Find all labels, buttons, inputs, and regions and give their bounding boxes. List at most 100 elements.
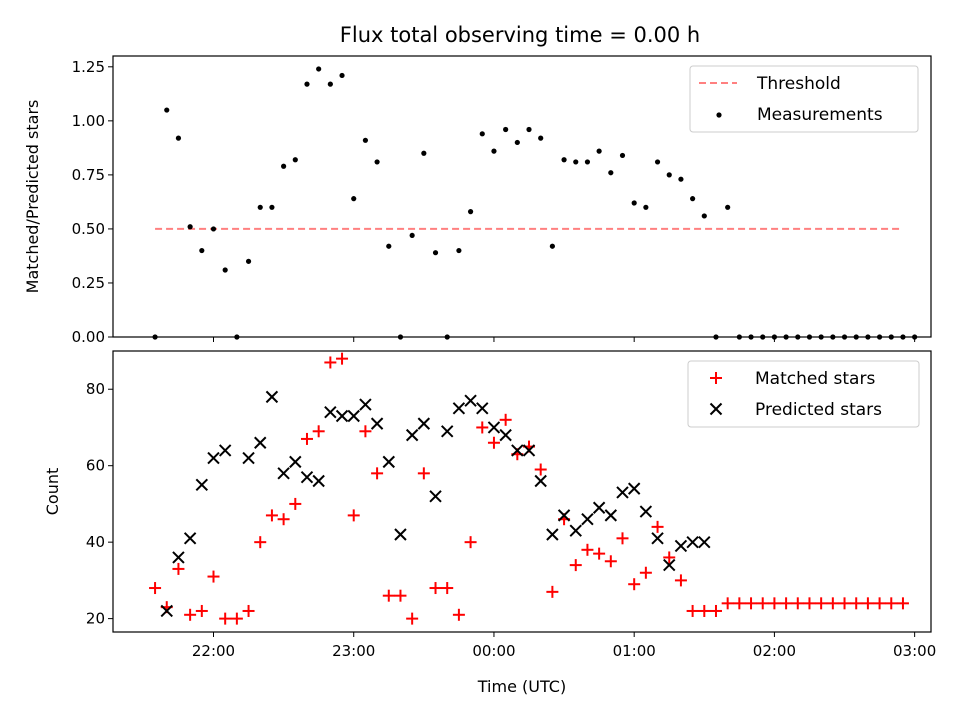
predicted-star-point [569, 524, 582, 537]
predicted-star-point [581, 513, 594, 526]
predicted-star-point [546, 528, 559, 541]
bottom-legend: Matched stars Predicted stars [687, 360, 920, 428]
predicted-star-point [394, 528, 407, 541]
predicted-star-point [347, 409, 360, 423]
predicted-star-point [698, 535, 711, 549]
predicted-star-point [476, 402, 489, 415]
y-tick-label: 1.25 [72, 58, 105, 76]
measurement-point [245, 258, 252, 264]
predicted-star-point [604, 509, 618, 522]
matched-star-point [674, 574, 687, 587]
matched-star-point [733, 597, 746, 610]
matched-star-point [382, 589, 395, 602]
predicted-star-point [359, 398, 372, 411]
measurement-point [164, 107, 170, 113]
matched-star-point [242, 604, 255, 617]
predicted-star-point [511, 444, 524, 457]
matched-star-point [534, 463, 547, 476]
legend-matched-label: Matched stars [755, 369, 875, 389]
measurement-point [304, 81, 310, 87]
measurement-point [421, 150, 427, 156]
matched-star-point [850, 597, 863, 610]
measurement-point [549, 243, 555, 249]
measurement-point [584, 159, 591, 165]
predicted-star-point [218, 444, 232, 457]
measurement-point [467, 209, 474, 215]
measurement-point [479, 131, 485, 137]
predicted-star-point [663, 558, 676, 572]
matched-star-point [791, 597, 804, 610]
measurement-point [339, 72, 345, 79]
matched-star-point [569, 559, 582, 572]
predicted-star-point [289, 455, 302, 469]
measurement-point [292, 157, 298, 163]
predicted-star-point [651, 532, 664, 545]
measurement-point [526, 126, 532, 133]
predicted-star-point [592, 501, 606, 514]
bottom-y-axis-label: Count [43, 468, 62, 516]
measurement-point [199, 247, 205, 254]
measurement-point [596, 148, 602, 154]
y-tick-label: 0.00 [72, 328, 105, 346]
matched-star-point [324, 356, 337, 369]
measurement-point [503, 126, 509, 133]
matched-star-point [803, 597, 816, 610]
predicted-star-point [312, 474, 325, 488]
x-tick-label: 03:00 [893, 642, 936, 660]
top-x-ticks [212, 337, 916, 342]
measurement-point [175, 135, 182, 141]
legend-box [687, 360, 920, 428]
matched-star-point [195, 604, 208, 617]
matched-star-point [815, 597, 828, 610]
predicted-star-point [254, 436, 267, 449]
predicted-star-point [370, 417, 384, 430]
legend-threshold-label: Threshold [756, 74, 841, 94]
matched-star-point [300, 432, 313, 445]
predicted-star-point [417, 417, 431, 430]
matched-star-point [780, 597, 793, 610]
predicted-star-point [183, 532, 197, 545]
measurement-point [281, 163, 287, 169]
top-legend: Threshold Measurements [689, 65, 919, 133]
matched-star-point [172, 562, 185, 575]
predicted-star-point [441, 425, 454, 438]
predicted-star-point [627, 482, 641, 495]
x-tick-label: 02:00 [753, 642, 796, 660]
matched-star-point [394, 589, 407, 602]
matched-star-point [312, 425, 325, 438]
x-tick-label: 22:00 [192, 642, 235, 660]
matched-star-point [896, 597, 909, 610]
matched-star-point [219, 612, 232, 625]
predicted-star-point [534, 474, 547, 488]
matched-star-point [184, 608, 197, 621]
y-tick-label: 80 [86, 380, 105, 398]
predicted-star-point [324, 405, 337, 419]
matched-star-point [499, 413, 512, 426]
matched-star-point [230, 612, 243, 625]
measurement-point [432, 250, 439, 256]
matched-star-point [289, 497, 302, 510]
matched-star-point [826, 597, 839, 610]
matched-star-point [487, 436, 500, 449]
measurement-point [316, 66, 322, 72]
predicted-star-point [207, 451, 220, 465]
predicted-star-point [464, 394, 477, 407]
measurement-point [573, 159, 579, 165]
predicted-star-point [522, 444, 536, 457]
measurement-point [701, 213, 707, 219]
legend-matched-swatch [710, 372, 722, 384]
matched-star-point [838, 597, 851, 610]
measurement-point [327, 81, 333, 87]
predicted-star-point [429, 490, 442, 503]
matched-star-point [265, 509, 278, 522]
measurement-point [538, 135, 544, 141]
predicted-star-point [499, 428, 512, 442]
measurement-point [631, 200, 637, 206]
matched-star-point [417, 467, 430, 480]
legend-predicted-swatch [709, 402, 723, 416]
matched-star-point [149, 582, 162, 595]
bottom-axes-frame [112, 350, 932, 633]
predicted-star-point [277, 467, 290, 480]
y-tick-label: 40 [86, 533, 105, 551]
